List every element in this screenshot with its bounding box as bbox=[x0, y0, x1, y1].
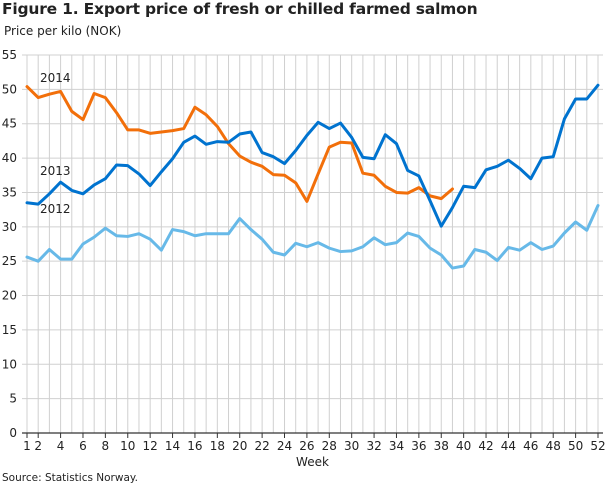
x-tick-label: 14 bbox=[165, 439, 180, 453]
series-line-2013 bbox=[25, 83, 600, 228]
x-tick-label: 30 bbox=[344, 439, 359, 453]
y-tick-label: 10 bbox=[2, 357, 17, 371]
x-tick-label: 8 bbox=[102, 439, 110, 453]
x-tick-label: 20 bbox=[232, 439, 247, 453]
series-label-2013: 2013 bbox=[40, 164, 71, 178]
series-label-2012: 2012 bbox=[40, 202, 71, 216]
x-tick-label: 16 bbox=[187, 439, 202, 453]
y-axis-label: Price per kilo (NOK) bbox=[4, 24, 122, 38]
y-tick-label: 35 bbox=[2, 185, 17, 199]
x-tick-label: 6 bbox=[79, 439, 87, 453]
x-tick-label: 46 bbox=[523, 439, 538, 453]
x-tick-label: 10 bbox=[120, 439, 135, 453]
x-tick-label: 34 bbox=[389, 439, 404, 453]
y-tick-label: 15 bbox=[2, 323, 17, 337]
series-label-2014: 2014 bbox=[40, 71, 71, 85]
x-axis-label: Week bbox=[296, 455, 329, 469]
x-tick-label: 1 bbox=[23, 439, 31, 453]
x-tick-label: 50 bbox=[568, 439, 583, 453]
source-note: Source: Statistics Norway. bbox=[2, 472, 138, 484]
x-tick-label: 32 bbox=[366, 439, 381, 453]
y-tick-label: 20 bbox=[2, 289, 17, 303]
x-tick-label: 40 bbox=[456, 439, 471, 453]
x-tick-label: 26 bbox=[299, 439, 314, 453]
series-line-2012 bbox=[25, 204, 600, 270]
x-tick-label: 2 bbox=[34, 439, 42, 453]
y-tick-label: 0 bbox=[9, 426, 17, 440]
x-tick-label: 22 bbox=[254, 439, 269, 453]
y-tick-label: 55 bbox=[2, 48, 17, 62]
y-tick-label: 25 bbox=[2, 254, 17, 268]
chart-title: Figure 1. Export price of fresh or chill… bbox=[2, 0, 478, 18]
x-tick-label: 38 bbox=[434, 439, 449, 453]
x-tick-label: 52 bbox=[590, 439, 605, 453]
y-tick-label: 5 bbox=[9, 392, 17, 406]
y-tick-label: 30 bbox=[2, 220, 17, 234]
x-tick-label: 24 bbox=[277, 439, 292, 453]
y-tick-label: 40 bbox=[2, 151, 17, 165]
x-tick-label: 48 bbox=[546, 439, 561, 453]
x-tick-label: 36 bbox=[411, 439, 426, 453]
y-tick-label: 50 bbox=[2, 82, 17, 96]
y-tick-label: 45 bbox=[2, 117, 17, 131]
x-tick-label: 18 bbox=[210, 439, 225, 453]
x-tick-label: 4 bbox=[57, 439, 65, 453]
x-tick-label: 12 bbox=[143, 439, 158, 453]
x-tick-label: 42 bbox=[478, 439, 493, 453]
x-tick-label: 28 bbox=[322, 439, 337, 453]
x-tick-label: 44 bbox=[501, 439, 516, 453]
